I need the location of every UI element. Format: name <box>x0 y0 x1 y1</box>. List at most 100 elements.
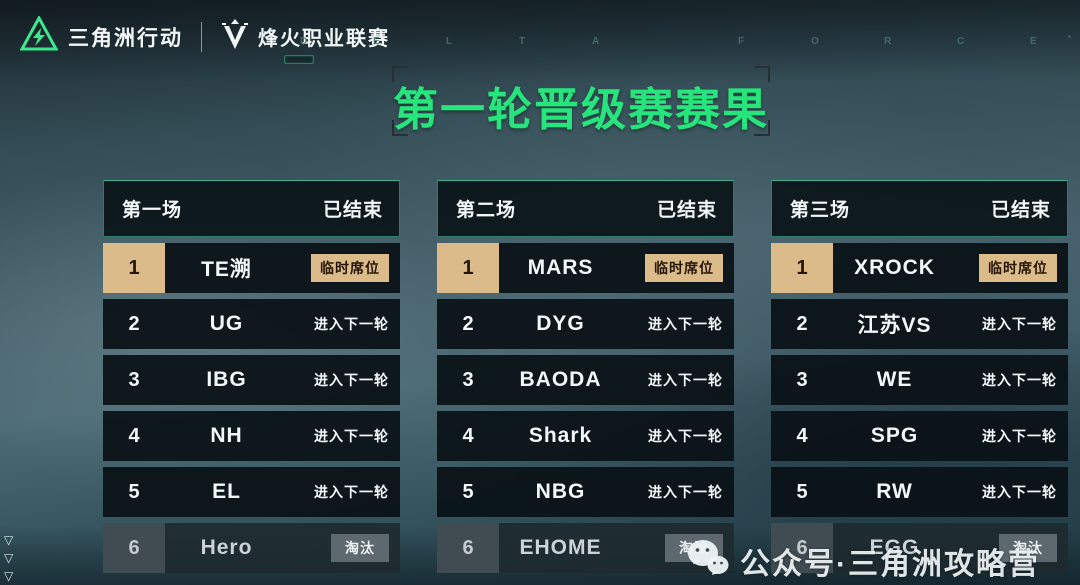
df-letter: * <box>1068 34 1073 43</box>
df-letter: C <box>957 36 966 47</box>
table-row: 4 Shark 进入下一轮 <box>437 411 734 461</box>
table-row: 5 EL 进入下一轮 <box>103 467 400 517</box>
delta-force-logo-icon <box>19 14 59 57</box>
advance-label: 进入下一轮 <box>314 372 389 388</box>
rank-cell: 1 <box>771 243 833 293</box>
seat-badge: 临时席位 <box>311 254 389 282</box>
table-row: 2 UG 进入下一轮 <box>103 299 400 349</box>
team-name: EL <box>212 480 241 503</box>
game-title: 三角洲行动 <box>68 26 183 50</box>
bracket-corner <box>392 120 408 136</box>
match-card-3: 第三场 已结束 1 XROCK 临时席位 2 江苏VS 进入下一轮 3 WE 进… <box>771 180 1068 573</box>
advance-label: 进入下一轮 <box>982 372 1057 388</box>
eliminated-badge: 淘汰 <box>999 534 1057 562</box>
advance-label: 进入下一轮 <box>982 428 1057 444</box>
df-letter: T <box>519 36 527 47</box>
rank-cell: 2 <box>128 312 140 335</box>
team-name: DYG <box>536 312 585 335</box>
advance-label: 进入下一轮 <box>648 484 723 500</box>
team-name: IBG <box>206 368 247 391</box>
page-title: 第一轮晋级赛赛果 <box>392 84 769 135</box>
rank-cell: 5 <box>462 480 474 503</box>
advance-label: 进入下一轮 <box>648 316 723 332</box>
rank-cell: 5 <box>796 480 808 503</box>
brand-divider <box>201 21 202 52</box>
match-card-header: 第一场 已结束 <box>103 180 400 237</box>
triangle-down-icon: ▽ <box>4 569 14 583</box>
rank-cell: 5 <box>128 480 140 503</box>
bracket-corner <box>754 66 770 82</box>
team-name: MARS <box>527 256 594 279</box>
match-card-2: 第二场 已结束 1 MARS 临时席位 2 DYG 进入下一轮 3 BAODA … <box>437 180 734 573</box>
team-name: TE溯 <box>201 258 252 281</box>
table-row: 5 RW 进入下一轮 <box>771 467 1068 517</box>
table-row: 2 DYG 进入下一轮 <box>437 299 734 349</box>
rank-cell: 1 <box>437 243 499 293</box>
rank-cell: 6 <box>771 523 833 573</box>
table-row: 3 IBG 进入下一轮 <box>103 355 400 405</box>
team-name: Hero <box>200 536 253 559</box>
advance-label: 进入下一轮 <box>314 316 389 332</box>
df-letter: D <box>300 36 309 47</box>
eliminated-badge: 淘汰 <box>331 534 389 562</box>
match-card-header: 第二场 已结束 <box>437 180 734 237</box>
advance-label: 进入下一轮 <box>648 372 723 388</box>
rank-cell: 6 <box>103 523 165 573</box>
table-row: 1 MARS 临时席位 <box>437 243 734 293</box>
match-status: 已结束 <box>656 200 717 221</box>
table-row: 4 NH 进入下一轮 <box>103 411 400 461</box>
df-letter: E <box>373 36 381 47</box>
table-row: 3 WE 进入下一轮 <box>771 355 1068 405</box>
watermark-text: 公众号·三角洲攻略营 <box>740 547 1040 581</box>
df-letter: F <box>738 36 746 47</box>
league-title: 烽火职业联赛 <box>258 28 390 50</box>
team-name: XROCK <box>854 256 935 279</box>
team-name: 江苏VS <box>857 314 932 337</box>
team-name: UG <box>209 312 244 335</box>
league-lockup: 烽火职业联赛 <box>220 16 390 64</box>
df-letter: E <box>1030 36 1038 47</box>
table-row: 4 SPG 进入下一轮 <box>771 411 1068 461</box>
triangle-down-icon: ▽ <box>4 551 14 565</box>
rank-cell: 4 <box>796 424 808 447</box>
rank-cell: 3 <box>796 368 808 391</box>
rank-cell: 6 <box>437 523 499 573</box>
rank-cell: 2 <box>462 312 474 335</box>
match-card-1: 第一场 已结束 1 TE溯 临时席位 2 UG 进入下一轮 3 IBG 进入下一… <box>103 180 400 573</box>
advance-label: 进入下一轮 <box>314 428 389 444</box>
rank-cell: 4 <box>462 424 474 447</box>
seat-badge: 临时席位 <box>979 254 1057 282</box>
team-name: EGG <box>869 536 920 559</box>
advance-label: 进入下一轮 <box>982 316 1057 332</box>
rank-cell: 4 <box>128 424 140 447</box>
match-label: 第三场 <box>790 200 851 221</box>
table-row: 2 江苏VS 进入下一轮 <box>771 299 1068 349</box>
match-label: 第二场 <box>456 200 517 221</box>
team-name: RW <box>876 480 913 503</box>
seat-badge: 临时席位 <box>645 254 723 282</box>
df-letter: A <box>592 36 601 47</box>
match-card-header: 第三场 已结束 <box>771 180 1068 237</box>
edge-triangle-icons: ▽ ▽ ▽ <box>4 534 13 583</box>
table-row: 1 XROCK 临时席位 <box>771 243 1068 293</box>
team-name: EHOME <box>519 536 602 559</box>
df-letter: L <box>446 36 454 47</box>
table-row: 6 Hero 淘汰 <box>103 523 400 573</box>
df-letter: O <box>811 36 820 47</box>
team-name: Shark <box>528 424 593 447</box>
team-name: NH <box>210 424 243 447</box>
rank-cell: 1 <box>103 243 165 293</box>
bracket-corner <box>754 120 770 136</box>
table-row: 3 BAODA 进入下一轮 <box>437 355 734 405</box>
team-name: BAODA <box>519 368 602 391</box>
league-sub-badge <box>284 55 314 64</box>
advance-label: 进入下一轮 <box>648 428 723 444</box>
match-status: 已结束 <box>990 200 1051 221</box>
title-block: 第一轮晋级赛赛果 <box>392 66 770 136</box>
wechat-icon <box>686 538 730 583</box>
advance-label: 进入下一轮 <box>314 484 389 500</box>
top-bar: 三角洲行动 烽火职业联赛 D E L T A F O R C E * <box>0 0 1080 64</box>
delta-force-letterform: D E L T A F O R C E * <box>0 34 1080 50</box>
team-name: NBG <box>535 480 586 503</box>
table-row: 1 TE溯 临时席位 <box>103 243 400 293</box>
